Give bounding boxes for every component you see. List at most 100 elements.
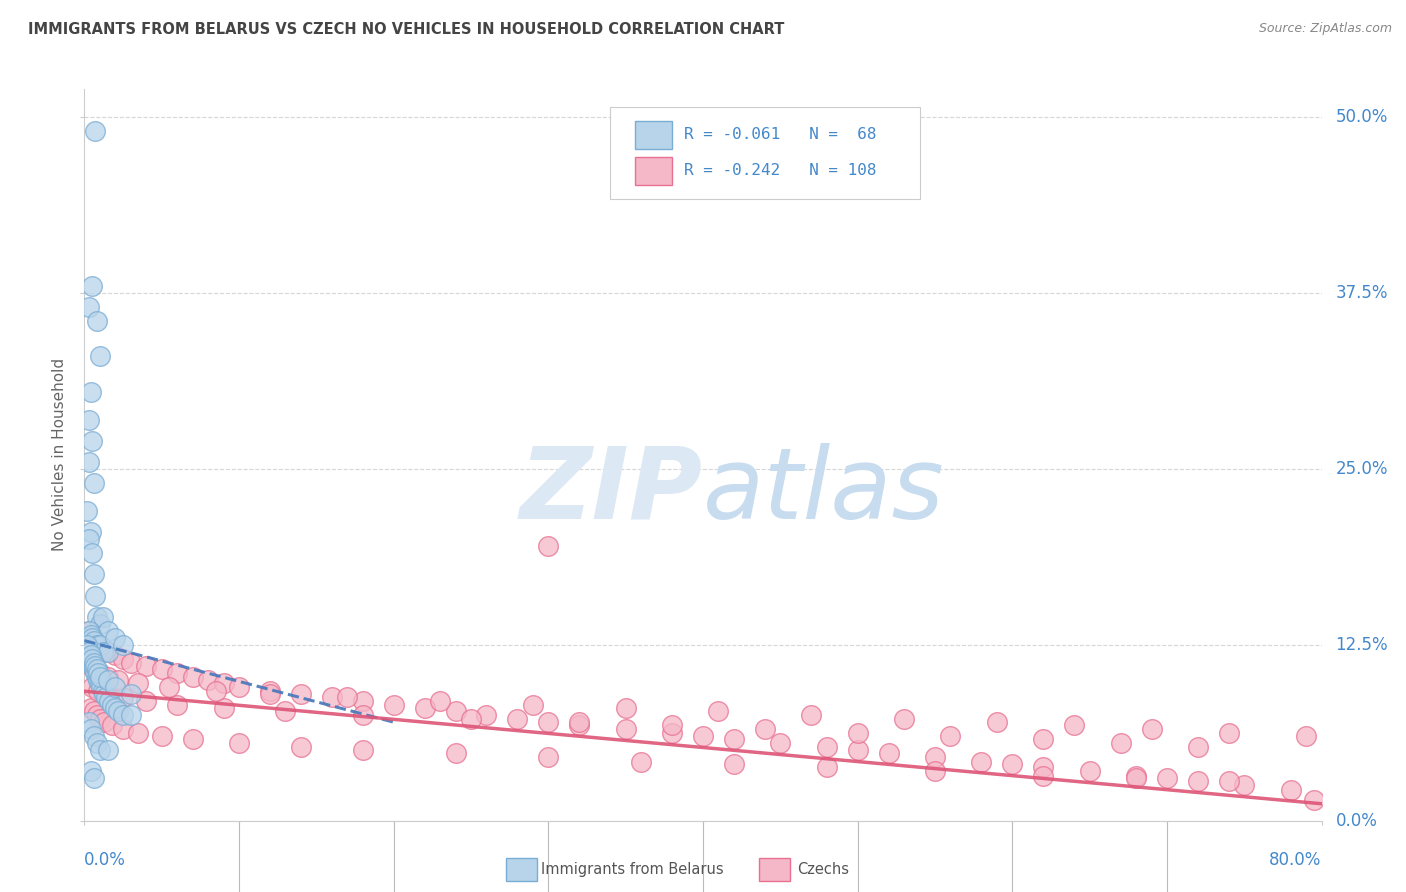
Point [107,704,129,718]
Point [815,760,838,774]
Point [444,704,467,718]
Point [290,740,312,755]
Point [89,743,111,757]
Point [537,539,560,553]
Point [86,736,108,750]
Text: Source: ZipAtlas.com: Source: ZipAtlas.com [1258,22,1392,36]
Point [1109,736,1132,750]
Point [90,680,112,694]
Point [614,723,637,737]
Point [101,698,124,713]
Point [212,701,235,715]
Point [96,670,118,684]
Point [181,732,204,747]
Point [87,673,110,687]
Point [93,687,115,701]
Point [83,704,105,718]
Point [86,314,108,328]
Point [84,665,107,680]
Point [692,729,714,743]
Point [205,684,228,698]
Point [89,665,111,680]
Point [228,680,250,694]
Point [96,645,118,659]
Point [120,656,142,670]
Text: 0.0%: 0.0% [1336,812,1378,830]
Point [86,670,108,684]
Point [91,684,114,698]
Point [101,718,124,732]
Point [96,624,118,638]
Point [79,656,101,670]
Point [104,680,127,694]
Point [846,743,869,757]
Bar [636,121,672,149]
Text: 0.0%: 0.0% [84,851,127,869]
Point [475,708,498,723]
Point [444,746,467,760]
Point [228,736,250,750]
Point [522,698,544,713]
Point [82,680,104,694]
Point [91,645,114,659]
Point [82,652,104,666]
Point [723,732,745,747]
Point [77,533,100,547]
Text: 80.0%: 80.0% [1270,851,1322,869]
Point [77,624,100,638]
Point [79,701,101,715]
Point [112,723,135,737]
Point [661,718,683,732]
Point [1187,774,1209,789]
Point [87,684,110,698]
Point [893,712,915,726]
Point [86,662,108,676]
Point [94,690,117,704]
Point [89,616,111,631]
Point [82,631,104,645]
Point [815,740,838,755]
Point [1279,782,1302,797]
Point [104,631,127,645]
Point [1295,729,1317,743]
Bar [636,157,672,186]
Point [1156,772,1178,786]
Point [104,648,127,662]
Point [1125,769,1147,783]
Point [970,755,993,769]
Point [104,701,127,715]
Point [707,704,730,718]
Point [86,609,108,624]
Point [79,525,101,540]
Point [87,665,110,680]
Point [79,659,101,673]
Point [112,690,135,704]
Point [769,736,792,750]
Point [84,633,107,648]
Point [986,715,1008,730]
Point [1218,774,1240,789]
Point [89,712,111,726]
Point [274,704,297,718]
Text: 25.0%: 25.0% [1336,460,1388,478]
Point [166,698,188,713]
Point [127,675,149,690]
Point [76,504,98,518]
Point [321,690,343,704]
Point [1187,740,1209,755]
Point [79,628,101,642]
Point [537,750,560,764]
Point [506,712,529,726]
Point [1063,718,1085,732]
Point [77,645,100,659]
Point [150,662,173,676]
Point [352,694,374,708]
Point [98,694,121,708]
FancyBboxPatch shape [610,108,920,199]
Point [1218,726,1240,740]
Point [84,589,107,603]
Point [352,708,374,723]
Point [89,350,111,364]
Point [87,638,110,652]
Point [259,687,281,701]
